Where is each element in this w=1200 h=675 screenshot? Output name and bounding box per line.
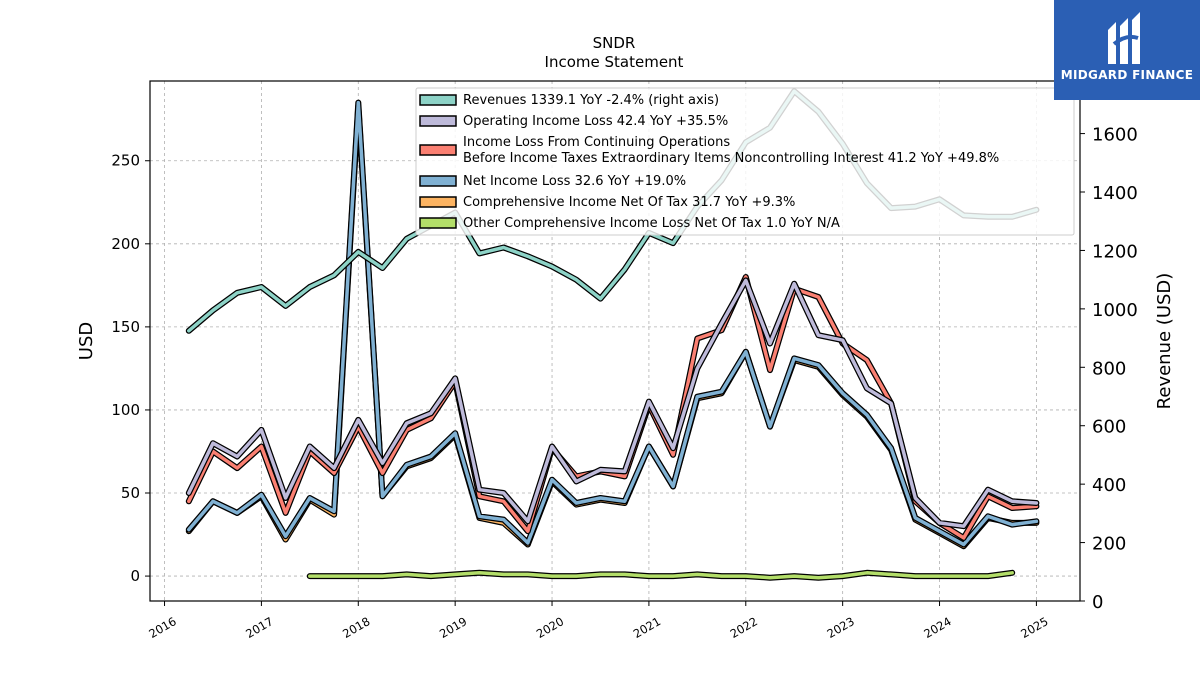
series-line	[306, 569, 1016, 581]
x-tick-label: 2023	[824, 614, 856, 641]
legend: Revenues 1339.1 YoY -2.4% (right axis) Op…	[415, 87, 1075, 236]
legend-label: Operating Income Loss 42.4 YoY +35.5%	[463, 114, 728, 129]
y2-tick-label: 1600	[1092, 125, 1138, 146]
brand-logo-icon	[1108, 12, 1140, 64]
chart-title: SNDR	[593, 34, 636, 52]
y-tick-label: 150	[111, 318, 140, 336]
axis-ticks: 2016 2017 2018 2019 2020 2021 2022 2023 2024 2025…	[111, 125, 1137, 641]
x-tick-label: 2021	[631, 614, 663, 641]
y2-tick-label: 400	[1092, 475, 1126, 496]
x-tick-label: 2025	[1018, 614, 1050, 641]
x-tick-label: 2022	[728, 614, 760, 641]
legend-label: Revenues 1339.1 YoY -2.4% (right axis)	[463, 93, 719, 108]
x-tick-label: 2018	[340, 614, 372, 641]
legend-swatch	[419, 217, 457, 229]
plot-frame	[149, 80, 1081, 602]
legend-box	[415, 87, 1075, 236]
y-tick-label: 200	[111, 235, 140, 253]
legend-label: Other Comprehensive Income Loss Net Of T…	[463, 216, 840, 231]
y2-tick-label: 1000	[1092, 300, 1138, 321]
legend-label-line: Before Income Taxes Extraordinary Items …	[463, 151, 999, 166]
x-tick-label: 2017	[243, 614, 275, 641]
y2-tick-label: 600	[1092, 417, 1126, 438]
brand-logo-text: MIDGARD FINANCE	[1060, 68, 1194, 82]
legend-swatch	[419, 94, 457, 106]
y-tick-label: 0	[130, 567, 140, 585]
brand-logo: MIDGARD FINANCE	[1054, 0, 1200, 100]
y2-tick-label: 1400	[1092, 183, 1138, 204]
y2-tick-label: 0	[1092, 592, 1103, 613]
y-tick-label: 250	[111, 152, 140, 170]
legend-swatch	[419, 115, 457, 127]
y2-tick-label: 200	[1092, 534, 1126, 555]
series-line	[185, 277, 1040, 530]
y2-tick-label: 1200	[1092, 241, 1138, 262]
legend-label: Comprehensive Income Net Of Tax 31.7 YoY…	[463, 195, 795, 210]
legend-swatch	[419, 196, 457, 208]
legend-swatch	[419, 175, 457, 187]
x-tick-label: 2019	[437, 614, 469, 641]
chart-subtitle: Income Statement	[545, 53, 684, 71]
legend-label: Net Income Loss 32.6 YoY +19.0%	[463, 174, 686, 189]
x-tick-label: 2020	[534, 614, 566, 641]
y-tick-label: 50	[121, 484, 140, 502]
y-axis-label: USD	[76, 322, 97, 360]
series-stroke	[308, 571, 1014, 580]
legend-swatch	[419, 144, 457, 156]
y2-tick-label: 800	[1092, 358, 1126, 379]
series-stroke	[187, 100, 1039, 547]
y2-axis-label: Revenue (USD)	[1154, 273, 1175, 410]
legend-label: Income Loss From Continuing Operations Be…	[463, 135, 999, 166]
legend-label-line: Income Loss From Continuing Operations	[463, 135, 730, 150]
x-tick-label: 2016	[146, 614, 178, 641]
series-stroke	[187, 278, 1039, 528]
series-line	[185, 99, 1040, 548]
y-tick-label: 100	[111, 401, 140, 419]
x-tick-label: 2024	[921, 614, 953, 641]
